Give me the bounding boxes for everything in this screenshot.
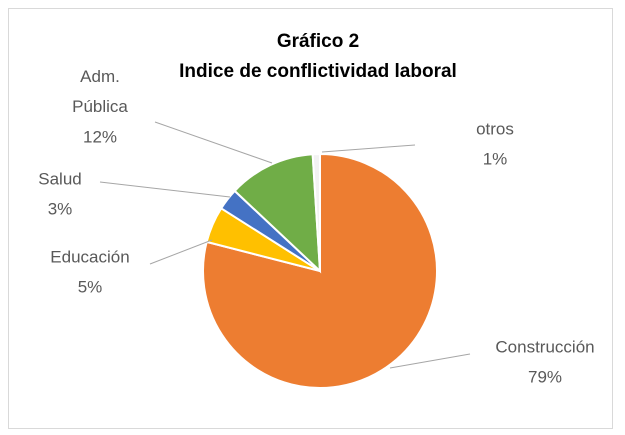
value-label: 1%	[483, 149, 508, 168]
category-label: Salud	[38, 169, 81, 188]
pie-slice	[311, 152, 321, 272]
value-label: 79%	[528, 367, 562, 386]
chart-title: Gráfico 2	[277, 31, 359, 52]
category-label: Adm. Pública	[72, 67, 128, 116]
chart-subtitle: Indice de conflictividad laboral	[179, 61, 457, 82]
value-label: 5%	[78, 277, 103, 296]
leader-line	[321, 144, 416, 153]
category-label-line: Adm.	[80, 67, 120, 86]
leader-line	[99, 181, 231, 198]
category-label: otros	[476, 119, 514, 138]
category-label-line: Pública	[72, 97, 128, 116]
category-label: Construcción	[495, 337, 594, 356]
value-label: 3%	[48, 199, 73, 218]
leader-line	[149, 239, 213, 265]
leader-line	[389, 353, 471, 369]
pie-slice	[233, 153, 322, 274]
category-label: Educación	[50, 247, 129, 266]
leader-line	[154, 121, 273, 164]
value-label: 12%	[83, 127, 117, 146]
